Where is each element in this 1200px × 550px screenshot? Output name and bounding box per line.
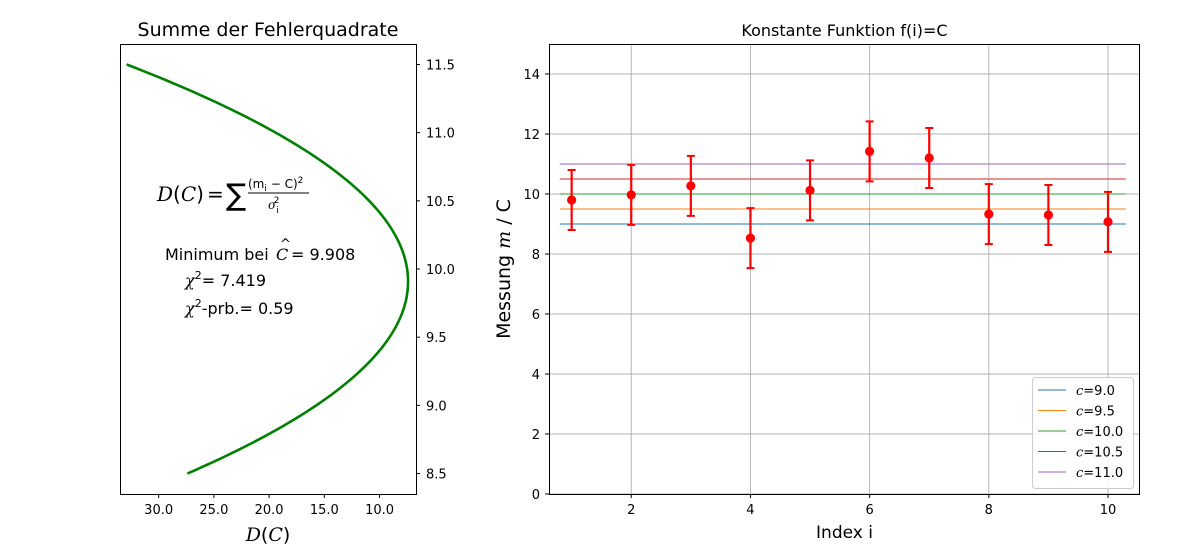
formula-numerator: (mi − C)2 (248, 176, 303, 194)
c-hat-accent: ^ (280, 237, 291, 252)
constant-lines (559, 163, 1126, 225)
right-y-tick-label: 2 (532, 428, 540, 443)
right-chart: Konstante Funktion f(i)=C 2 4 6 8 10 0 2 4 6 8 10… (493, 21, 1140, 543)
left-x-tick-label: 10.0 (365, 503, 394, 518)
measurement-points (567, 146, 1113, 243)
right-x-axis-label: Index i (816, 523, 873, 543)
legend-label: c=9.0 (1076, 384, 1115, 399)
data-point (745, 233, 756, 243)
left-x-tick-label: 20.0 (255, 503, 284, 518)
data-point (567, 195, 577, 205)
left-x-tick-label: 15.0 (310, 503, 339, 518)
chi2-annotation: χ2= 7.419 (184, 269, 266, 290)
right-x-tick-label: 6 (865, 503, 873, 518)
minimum-annotation: Minimum bei (165, 245, 269, 264)
c-hat-symbol: C (276, 245, 288, 264)
left-y-tick-label: 9.0 (426, 399, 447, 414)
left-y-tick-label: 10.5 (426, 195, 455, 210)
data-point (686, 181, 696, 191)
right-y-tick-label: 0 (532, 488, 540, 503)
legend-label: c=10.5 (1076, 446, 1123, 461)
right-x-tick-label: 10 (1100, 503, 1117, 518)
right-y-tick-label: 8 (532, 248, 540, 263)
left-y-tick-label: 11.5 (426, 58, 455, 73)
chi2-curve (126, 63, 410, 475)
data-point (1103, 217, 1113, 227)
left-plot-frame (120, 44, 417, 495)
right-x-tick-label: 2 (627, 503, 635, 518)
error-bars (567, 120, 1113, 270)
formula-annotation: D(C) = ∑ (mi − C)2 σi2 (156, 176, 309, 216)
data-point (984, 209, 994, 219)
left-x-tick-label: 30.0 (144, 503, 173, 518)
right-x-tick-label: 4 (746, 503, 754, 518)
minimum-value: = 9.908 (291, 245, 355, 264)
left-y-ticks: 8.5 9.0 9.5 10.0 10.5 11.0 11.5 (416, 58, 455, 483)
right-y-tick-label: 14 (523, 68, 540, 83)
data-point (805, 185, 815, 195)
data-point (626, 190, 636, 200)
right-y-tick-label: 12 (523, 128, 540, 143)
left-y-tick-label: 10.0 (426, 263, 455, 278)
right-plot-frame (549, 44, 1140, 495)
left-x-ticks: 30.0 25.0 20.0 15.0 10.0 (144, 494, 394, 518)
right-y-axis-label: Messung m / C (493, 199, 515, 339)
right-y-tick-label: 10 (523, 188, 540, 203)
data-point (924, 153, 934, 163)
left-y-tick-label: 9.5 (426, 331, 447, 346)
left-chart: Summe der Fehlerquadrate 30.0 25.0 20.0 15.… (120, 19, 455, 546)
legend-label: c=9.5 (1076, 405, 1115, 420)
right-y-tick-label: 4 (532, 368, 540, 383)
data-point (865, 146, 875, 156)
right-x-tick-label: 8 (985, 503, 993, 518)
left-chart-title: Summe der Fehlerquadrate (138, 19, 399, 41)
data-point (1043, 210, 1054, 220)
left-x-tick-label: 25.0 (199, 503, 228, 518)
left-x-axis-label: D(C) (245, 524, 291, 546)
chi2-prob-annotation: χ2-prb.= 0.59 (184, 297, 294, 318)
formula-denominator: σi2 (268, 196, 279, 216)
sum-symbol: ∑ (226, 178, 246, 213)
legend-label: c=10.0 (1076, 425, 1123, 440)
right-chart-title: Konstante Funktion f(i)=C (741, 21, 947, 40)
legend-label: c=11.0 (1076, 466, 1123, 481)
left-y-tick-label: 11.0 (426, 127, 455, 142)
legend: c=9.0 c=9.5 c=10.0 c=10.5 c=11.0 (1032, 377, 1134, 489)
right-y-tick-label: 6 (532, 308, 540, 323)
right-y-ticks: 0 2 4 6 8 10 12 14 (523, 68, 549, 503)
right-x-ticks: 2 4 6 8 10 (627, 494, 1116, 518)
left-y-tick-label: 8.5 (426, 468, 447, 483)
legend-box (1032, 377, 1134, 489)
svg-text:D(C)=: D(C) = (156, 182, 224, 206)
